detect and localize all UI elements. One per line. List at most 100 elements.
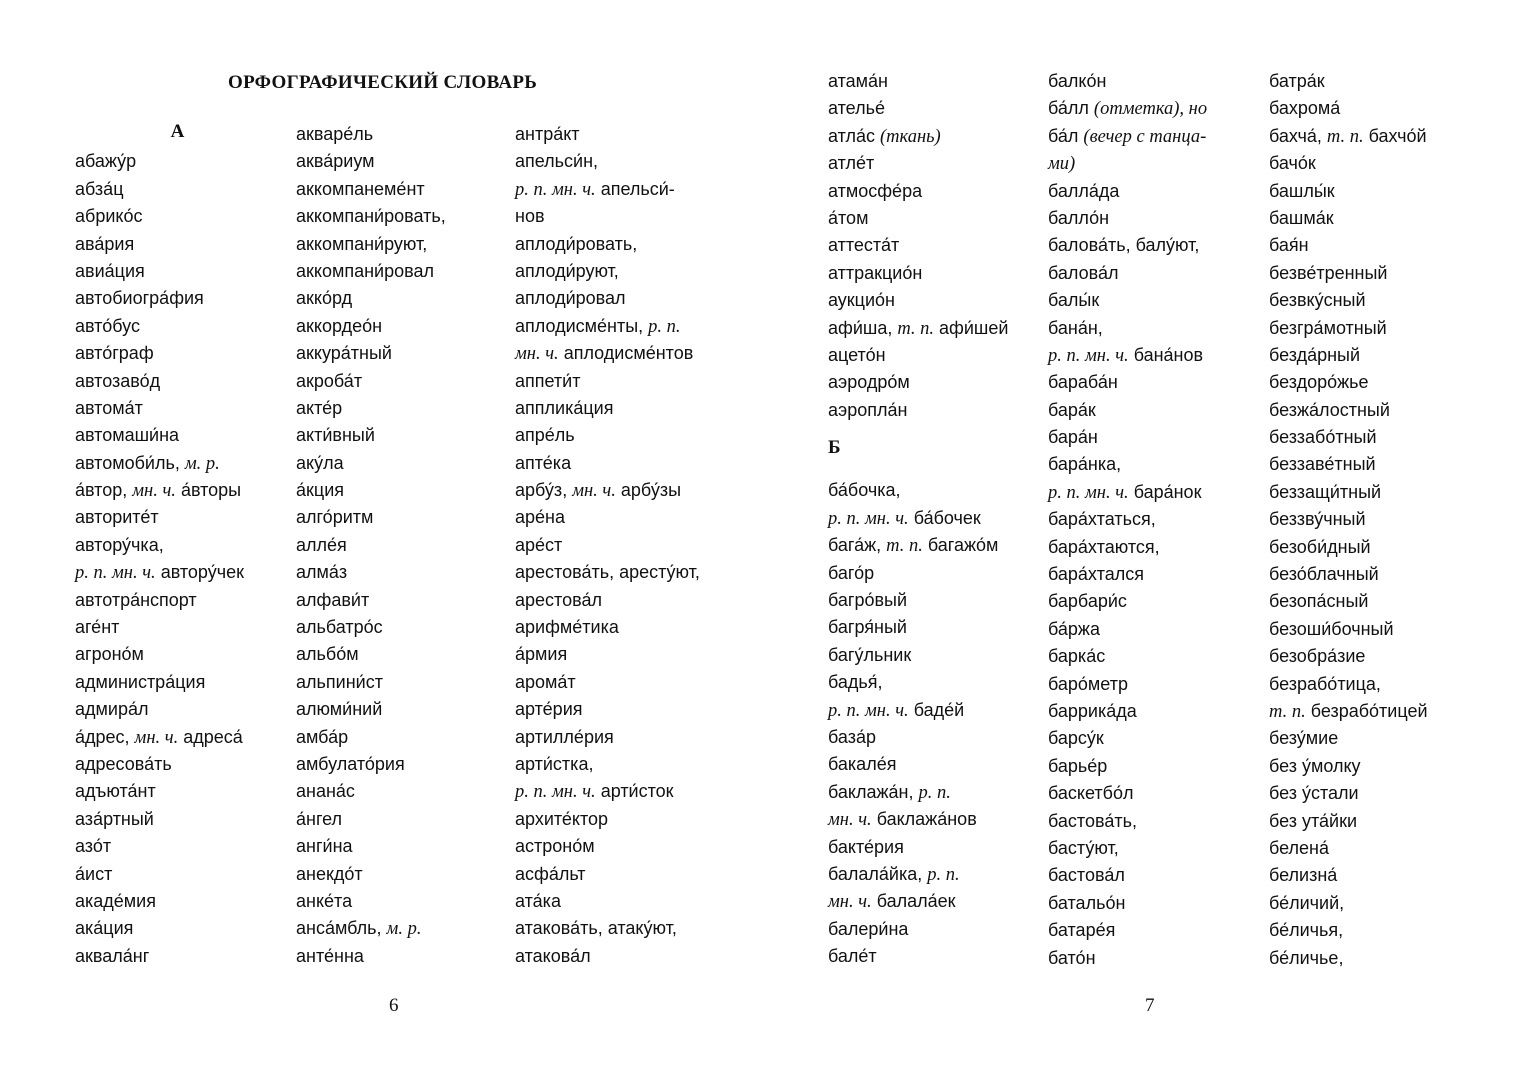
dictionary-entry: балова́л — [1048, 262, 1119, 283]
dictionary-entry: мн. ч. балала́ек — [828, 888, 1008, 915]
entry-text: ба́лл — [1048, 98, 1094, 119]
dictionary-entry: барка́с — [1048, 646, 1106, 667]
dictionary-entry: батаре́я — [1048, 920, 1116, 941]
entry-text: балала́йка, — [828, 863, 928, 884]
page-number: 6 — [389, 995, 399, 1016]
dictionary-entry: бе́личье, — [1269, 947, 1344, 968]
dictionary-entry: арбу́з, мн. ч. арбу́зы — [515, 477, 700, 504]
dictionary-entry: ацето́н — [828, 344, 886, 365]
dictionary-entry: ба́лл (отметка), но — [1048, 95, 1207, 122]
entry-text: автомоби́ль, — [75, 452, 185, 473]
dictionary-entry: аку́ла — [296, 452, 344, 473]
grammar-note: мн. ч. — [572, 481, 616, 502]
grammar-note: мн. ч. — [132, 481, 176, 502]
entry-text: арти́сток — [595, 781, 674, 802]
dictionary-entry: ба́бочка, — [828, 480, 901, 501]
dictionary-entry: безрабо́тица, — [1269, 673, 1381, 694]
entry-text: бара́нок — [1128, 481, 1202, 502]
dictionary-entry: акко́рд — [296, 288, 353, 309]
letter-heading: А — [170, 121, 185, 142]
dictionary-entry: аукцио́н — [828, 290, 895, 311]
dictionary-entry: администра́ция — [75, 671, 206, 692]
dictionary-entry: беззабо́тный — [1269, 427, 1377, 448]
grammar-note: (отметка), но — [1093, 99, 1208, 120]
dictionary-entry: балы́к — [1048, 290, 1100, 311]
dictionary-entry: балко́н — [1048, 71, 1107, 91]
dictionary-entry: автомоби́ль, м. р. — [75, 450, 280, 477]
dictionary-entry: барье́р — [1048, 755, 1108, 776]
dictionary-entry: балова́ть, балу́ют, — [1048, 235, 1200, 256]
letter-heading: Б — [828, 437, 841, 459]
dictionary-entry: атама́н — [828, 71, 888, 91]
dictionary-entry: басту́ют, — [1048, 837, 1119, 858]
entry-text: афи́ша, — [828, 317, 898, 338]
grammar-note: мн. ч. — [134, 727, 179, 748]
entry-text: бахчо́й — [1363, 125, 1427, 146]
entry-text: аплодисме́нты, — [515, 315, 649, 336]
dictionary-entry: бара́хтаться, — [1048, 509, 1156, 530]
dictionary-entry: бато́н — [1048, 947, 1096, 968]
dictionary-entry: бая́н — [1269, 235, 1309, 256]
dictionary-entry: без ута́йки — [1269, 810, 1358, 831]
dictionary-entry: акаде́мия — [75, 890, 156, 911]
dictionary-entry: аттеста́т — [828, 235, 900, 256]
entry-text: баде́й — [908, 699, 965, 720]
dictionary-entry: ба́ржа — [1048, 618, 1100, 639]
dictionary-entry: бара́хтался — [1048, 564, 1145, 585]
dictionary-entry: аккомпани́ровал — [296, 260, 434, 281]
dictionary-entry: барсу́к — [1048, 728, 1104, 749]
dictionary-entry: безжа́лостный — [1269, 399, 1390, 420]
dictionary-entry: безоши́бочный — [1269, 618, 1394, 639]
dictionary-entry: аккомпани́руют, — [296, 233, 428, 254]
dictionary-entry: аккура́тный — [296, 343, 392, 364]
dictionary-entry: аттракцио́н — [828, 262, 923, 283]
grammar-note: р. п. — [918, 782, 951, 803]
dictionary-entry: беззаве́тный — [1269, 454, 1376, 475]
dictionary-entry: безве́тренный — [1269, 262, 1388, 283]
dictionary-entry: бакте́рия — [828, 836, 904, 857]
dictionary-entry: безопа́сный — [1269, 591, 1369, 612]
dictionary-entry: батра́к — [1269, 71, 1325, 91]
dictionary-entry: алго́ритм — [296, 507, 374, 528]
dictionary-entry: аккордео́н — [296, 315, 383, 336]
dictionary-entry: атакова́л — [515, 945, 591, 966]
dictionary-entry: багро́вый — [828, 590, 908, 611]
dictionary-entry: бадья́, — [828, 672, 883, 693]
dictionary-entry: автобиогра́фия — [75, 288, 204, 309]
dictionary-entry: апплика́ция — [515, 397, 614, 418]
grammar-note: р. п. мн. ч. — [515, 179, 596, 200]
entry-text: арбу́зы — [615, 480, 682, 501]
entry-text: балала́ек — [871, 891, 956, 912]
dictionary-entry: акте́р — [296, 397, 343, 418]
dictionary-entry: а́кция — [296, 480, 344, 501]
column-4: атама́н ателье́ атла́с (ткань) атле́т атмосф… — [828, 68, 1008, 971]
dictionary-entry: беззащи́тный — [1269, 481, 1382, 502]
grammar-note: м. р. — [184, 453, 220, 474]
dictionary-entry: аэропла́н — [828, 399, 908, 420]
grammar-note: м. р. — [386, 919, 422, 940]
entry-text: апельси́- — [595, 178, 675, 199]
dictionary-entry: а́нгел — [296, 808, 343, 829]
column-3: антра́кт апельси́н, р. п. мн. ч. апельси́-… — [515, 121, 700, 970]
dictionary-entry: автозаво́д — [75, 370, 161, 391]
dictionary-entry: аква́риум — [296, 151, 375, 172]
dictionary-entry: т. п. безрабо́тицей — [1269, 698, 1428, 725]
dictionary-entry: р. п. мн. ч. ба́бочек — [828, 505, 1008, 532]
entry-text: а́втор, — [75, 480, 133, 501]
dictionary-entry: акваре́ль — [296, 124, 374, 144]
column-2: акваре́ль аква́риум аккомпанеме́нт аккомпан… — [296, 121, 446, 970]
dictionary-entry: астроно́м — [515, 836, 595, 857]
dictionary-entry: баррика́да — [1048, 700, 1137, 721]
dictionary-entry: баро́метр — [1048, 673, 1128, 694]
entry-text: бана́нов — [1128, 344, 1204, 365]
dictionary-entry: амба́р — [296, 726, 349, 747]
dictionary-entry: авторите́т — [75, 507, 159, 528]
grammar-note: мн. ч. — [515, 344, 559, 365]
dictionary-entry: арифме́тика — [515, 617, 619, 638]
dictionary-entry: акти́вный — [296, 425, 375, 446]
dictionary-entry: аккомпани́ровать, — [296, 206, 446, 227]
dictionary-entry: автору́чка, — [75, 534, 164, 555]
dictionary-entry: автомаши́на — [75, 425, 180, 446]
dictionary-entry: баклажа́н, р. п. — [828, 779, 1008, 806]
